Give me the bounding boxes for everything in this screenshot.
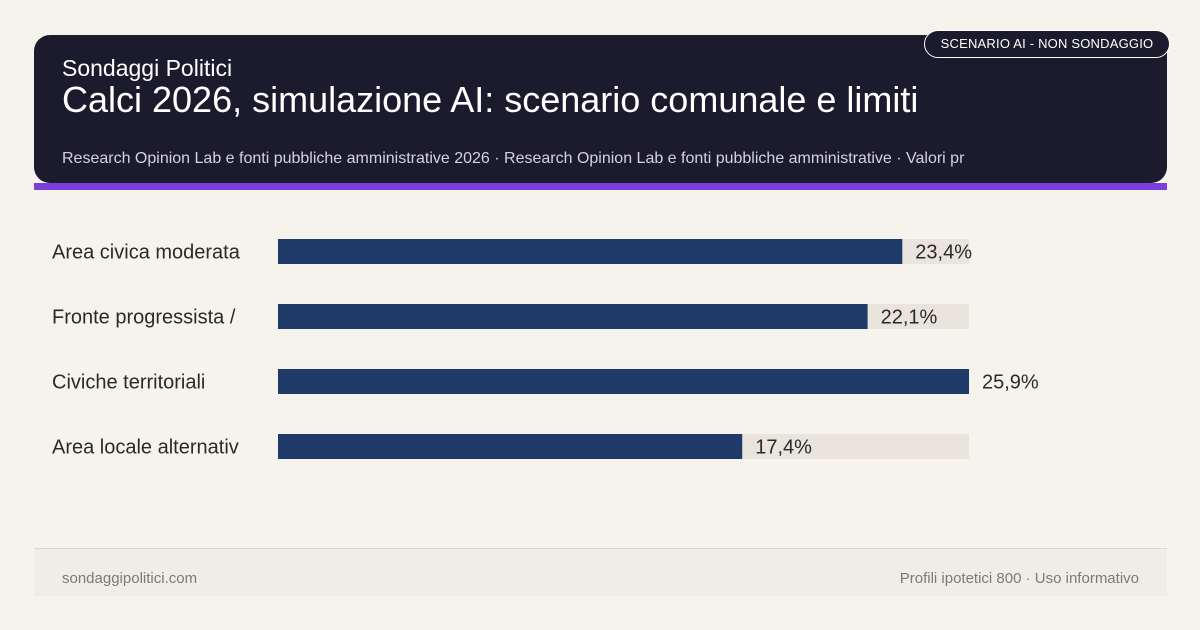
value-label: 17,4% xyxy=(755,437,812,459)
category-label: Area locale alternativ xyxy=(52,437,239,459)
page-title: Calci 2026, simulazione AI: scenario com… xyxy=(62,79,919,120)
value-label: 23,4% xyxy=(915,242,972,264)
accent-divider xyxy=(34,183,1167,190)
source-subtitle: Research Opinion Lab e fonti pubbliche a… xyxy=(62,150,965,167)
bar xyxy=(278,434,743,459)
bar xyxy=(278,304,868,329)
footer-note: Profili ipotetici 800 · Uso informativo xyxy=(899,570,1139,587)
bar xyxy=(278,369,969,394)
brand-name: Sondaggi Politici xyxy=(62,55,233,81)
header-panel: Sondaggi Politici Calci 2026, simulazion… xyxy=(34,35,1167,183)
value-label: 22,1% xyxy=(881,307,938,329)
footer-site[interactable]: sondaggipolitici.com xyxy=(62,570,198,587)
category-label: Fronte progressista / xyxy=(52,307,236,329)
scenario-badge: SCENARIO AI - NON SONDAGGIO xyxy=(924,30,1170,58)
category-label: Civiche territoriali xyxy=(52,372,205,394)
footer: sondaggipolitici.com Profili ipotetici 8… xyxy=(34,548,1167,596)
value-label: 25,9% xyxy=(982,372,1039,394)
category-label: Area civica moderata xyxy=(52,242,241,264)
bar xyxy=(278,239,903,264)
